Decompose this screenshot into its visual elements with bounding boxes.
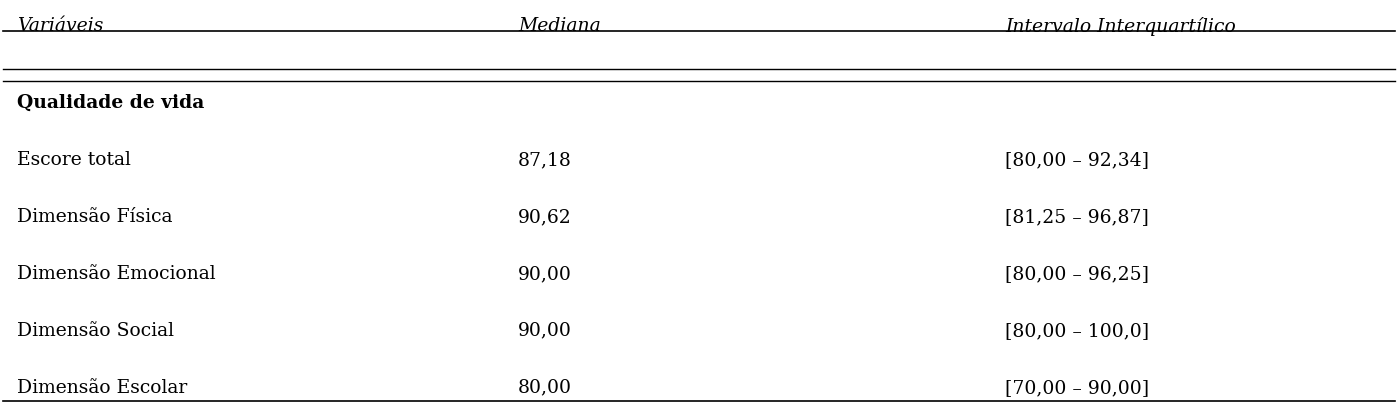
Text: Escore total: Escore total: [17, 151, 130, 169]
Text: Intervalo Interquartílico: Intervalo Interquartílico: [1005, 17, 1236, 36]
Text: 90,62: 90,62: [519, 208, 572, 226]
Text: Variáveis: Variáveis: [17, 17, 103, 35]
Text: Dimensão Física: Dimensão Física: [17, 208, 172, 226]
Text: [80,00 – 92,34]: [80,00 – 92,34]: [1005, 151, 1149, 169]
Text: [80,00 – 96,25]: [80,00 – 96,25]: [1005, 265, 1149, 283]
Text: 80,00: 80,00: [519, 379, 572, 397]
Text: 87,18: 87,18: [519, 151, 572, 169]
Text: [80,00 – 100,0]: [80,00 – 100,0]: [1005, 322, 1149, 340]
Text: Mediana: Mediana: [519, 17, 601, 35]
Text: 90,00: 90,00: [519, 265, 572, 283]
Text: [70,00 – 90,00]: [70,00 – 90,00]: [1005, 379, 1149, 397]
Text: Dimensão Escolar: Dimensão Escolar: [17, 379, 187, 397]
Text: [81,25 – 96,87]: [81,25 – 96,87]: [1005, 208, 1149, 226]
Text: Dimensão Emocional: Dimensão Emocional: [17, 265, 215, 283]
Text: 90,00: 90,00: [519, 322, 572, 340]
Text: Qualidade de vida: Qualidade de vida: [17, 94, 204, 112]
Text: Dimensão Social: Dimensão Social: [17, 322, 173, 340]
